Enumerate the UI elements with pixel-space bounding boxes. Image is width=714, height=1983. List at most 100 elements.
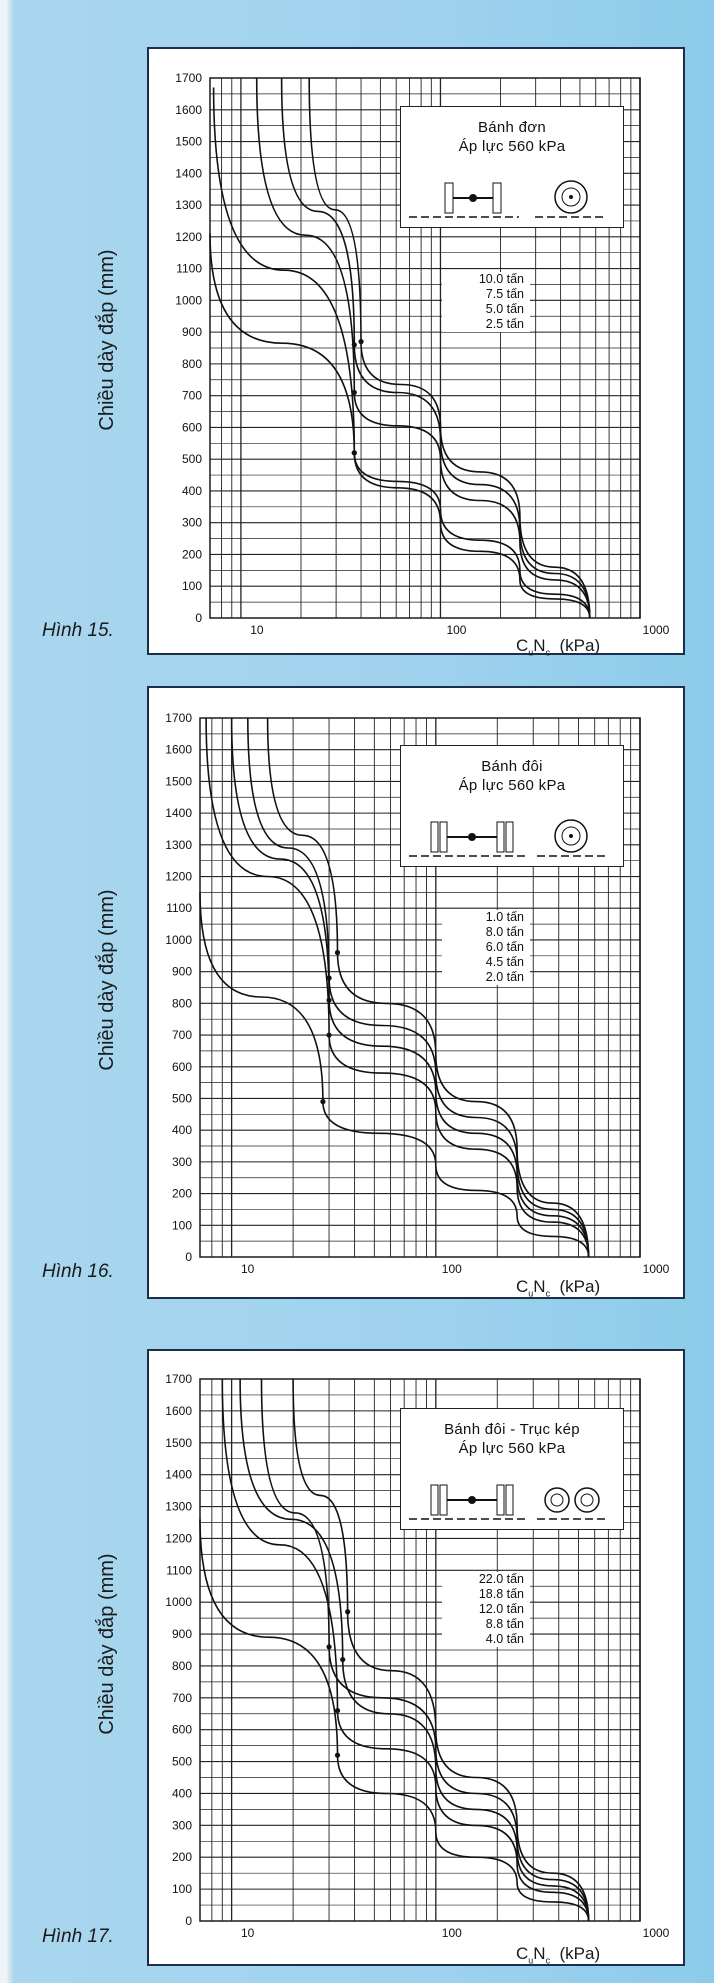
y-tick-label: 800 — [172, 996, 192, 1010]
x-axis-label: CuNc (kPa) — [516, 1277, 601, 1299]
series-label: 5.0 tấn — [485, 302, 524, 316]
y-tick-label: 1100 — [166, 1563, 192, 1577]
y-tick-label: 1400 — [175, 166, 202, 180]
y-tick-label: 800 — [182, 357, 202, 371]
y-tick-label: 1400 — [165, 1468, 192, 1482]
y-tick-label: 1600 — [165, 743, 192, 757]
x-tick-label: 1000 — [643, 623, 670, 637]
wheel-diagram-icon — [409, 819, 607, 857]
series-label-box: 22.0 tấn 18.8 tấn 12.0 tấn 8.8 tấn 4.0 t… — [442, 1572, 530, 1647]
series-label: 4.5 tấn — [485, 955, 524, 969]
x-tick-label: 10 — [250, 623, 264, 637]
x-tick-label: 10 — [241, 1926, 255, 1940]
series-label: 6.0 tấn — [485, 940, 524, 954]
x-tick-label: 100 — [446, 623, 466, 637]
x-tick-label: 100 — [442, 1262, 462, 1276]
y-tick-label: 1300 — [165, 838, 192, 852]
series-label: 1.0 tấn — [485, 910, 524, 924]
legend-box: Bánh đôi Áp lực 560 kPa — [400, 745, 624, 867]
y-tick-label: 1300 — [175, 198, 202, 212]
series-label: 22.0 tấn — [478, 1572, 524, 1586]
y-tick-label: 1600 — [165, 1404, 192, 1418]
series-label-box: 1.0 tấn 8.0 tấn 6.0 tấn 4.5 tấn 2.0 tấn — [442, 910, 530, 985]
data-point — [320, 1099, 326, 1105]
series-label: 2.0 tấn — [485, 970, 524, 984]
y-tick-label: 600 — [182, 420, 202, 434]
figure-label: Hình 15. — [42, 620, 114, 641]
series-label: 8.0 tấn — [485, 925, 524, 939]
data-point — [334, 1707, 341, 1714]
data-point — [351, 450, 357, 456]
y-tick-label: 100 — [172, 1882, 192, 1896]
data-point — [351, 389, 357, 396]
series-line — [292, 1378, 590, 1922]
y-tick-label: 200 — [182, 547, 202, 561]
y-tick-label: 1500 — [175, 135, 202, 149]
y-tick-label: 700 — [172, 1691, 192, 1705]
y-tick-label: 200 — [172, 1187, 192, 1201]
y-tick-label: 700 — [172, 1028, 192, 1042]
chart-panel-hinh-17: 0 100 200 300 400 500 600 700 800 900 1000 1100 1200… — [0, 1322, 714, 1983]
series-line — [260, 1378, 590, 1922]
y-tick-label: 400 — [172, 1123, 192, 1137]
series-line — [255, 77, 591, 619]
series-line — [230, 717, 590, 1258]
y-tick-label: 1600 — [175, 103, 202, 117]
y-tick-label: 300 — [172, 1818, 192, 1832]
data-point — [334, 950, 341, 956]
y-axis-label: Chiều dày đắp (mm) — [96, 1553, 118, 1735]
y-axis-label: Chiều dày đắp (mm) — [96, 889, 118, 1071]
series-line — [239, 1378, 590, 1922]
series-label: 4.0 tấn — [485, 1632, 524, 1646]
series-label: 8.8 tấn — [485, 1617, 524, 1631]
x-tick-label: 10 — [241, 1262, 255, 1276]
series-line — [205, 717, 590, 1258]
chart-panel-hinh-15: 0 100 200 300 400 500 600 700 800 900 1000 1100 1200… — [0, 0, 714, 662]
y-tick-label: 1200 — [175, 230, 202, 244]
x-tick-label: 1000 — [643, 1262, 670, 1276]
y-tick-label: 400 — [182, 484, 202, 498]
data-point — [340, 1656, 346, 1663]
series-line — [247, 717, 590, 1258]
y-tick-label: 1700 — [175, 71, 202, 85]
data-point — [345, 1609, 351, 1615]
legend-box: Bánh đơn Áp lực 560 kPa — [400, 106, 624, 228]
x-tick-label: 1000 — [643, 1926, 670, 1940]
series-label: 2.5 tấn — [485, 317, 524, 331]
y-tick-label: 300 — [182, 516, 202, 530]
y-tick-label: 100 — [172, 1218, 192, 1232]
x-axis-label: CuNc (kPa) — [516, 1944, 601, 1966]
y-tick-label: 1000 — [175, 293, 202, 307]
y-tick-label: 1400 — [165, 806, 192, 820]
legend-title: Bánh đôi — [481, 758, 543, 775]
y-tick-label: 100 — [182, 579, 202, 593]
wheel-diagram-icon — [409, 1484, 607, 1520]
y-tick-label: 1000 — [165, 1595, 192, 1609]
series-line — [308, 77, 591, 619]
figure-label: Hình 16. — [42, 1261, 114, 1282]
y-tick-label: 700 — [182, 389, 202, 403]
y-tick-label: 500 — [172, 1755, 192, 1769]
series-line — [209, 233, 591, 619]
legend-subtitle: Áp lực 560 kPa — [458, 138, 566, 155]
y-tick-label: 0 — [185, 1250, 192, 1264]
y-tick-label: 300 — [172, 1155, 192, 1169]
legend-subtitle: Áp lực 560 kPa — [458, 1440, 566, 1457]
y-tick-label: 500 — [182, 452, 202, 466]
y-axis-label: Chiều dày đắp (mm) — [96, 249, 118, 431]
series-line — [199, 892, 590, 1258]
series-label-box: 10.0 tấn 7.5 tấn 5.0 tấn 2.5 tấn — [442, 272, 530, 332]
y-tick-label: 1100 — [176, 262, 202, 276]
series-line — [212, 87, 591, 619]
legend-box: Bánh đôi - Trục kép Áp lực 560 kPa — [400, 1408, 624, 1530]
y-tick-label: 0 — [195, 611, 202, 625]
series-line — [199, 1519, 590, 1922]
y-tick-label: 1300 — [165, 1500, 192, 1514]
y-tick-label: 600 — [172, 1060, 192, 1074]
series-label: 18.8 tấn — [478, 1587, 524, 1601]
series-line — [221, 1378, 590, 1922]
series-line — [280, 77, 591, 619]
y-tick-label: 600 — [172, 1723, 192, 1737]
wheel-diagram-icon — [409, 180, 607, 218]
